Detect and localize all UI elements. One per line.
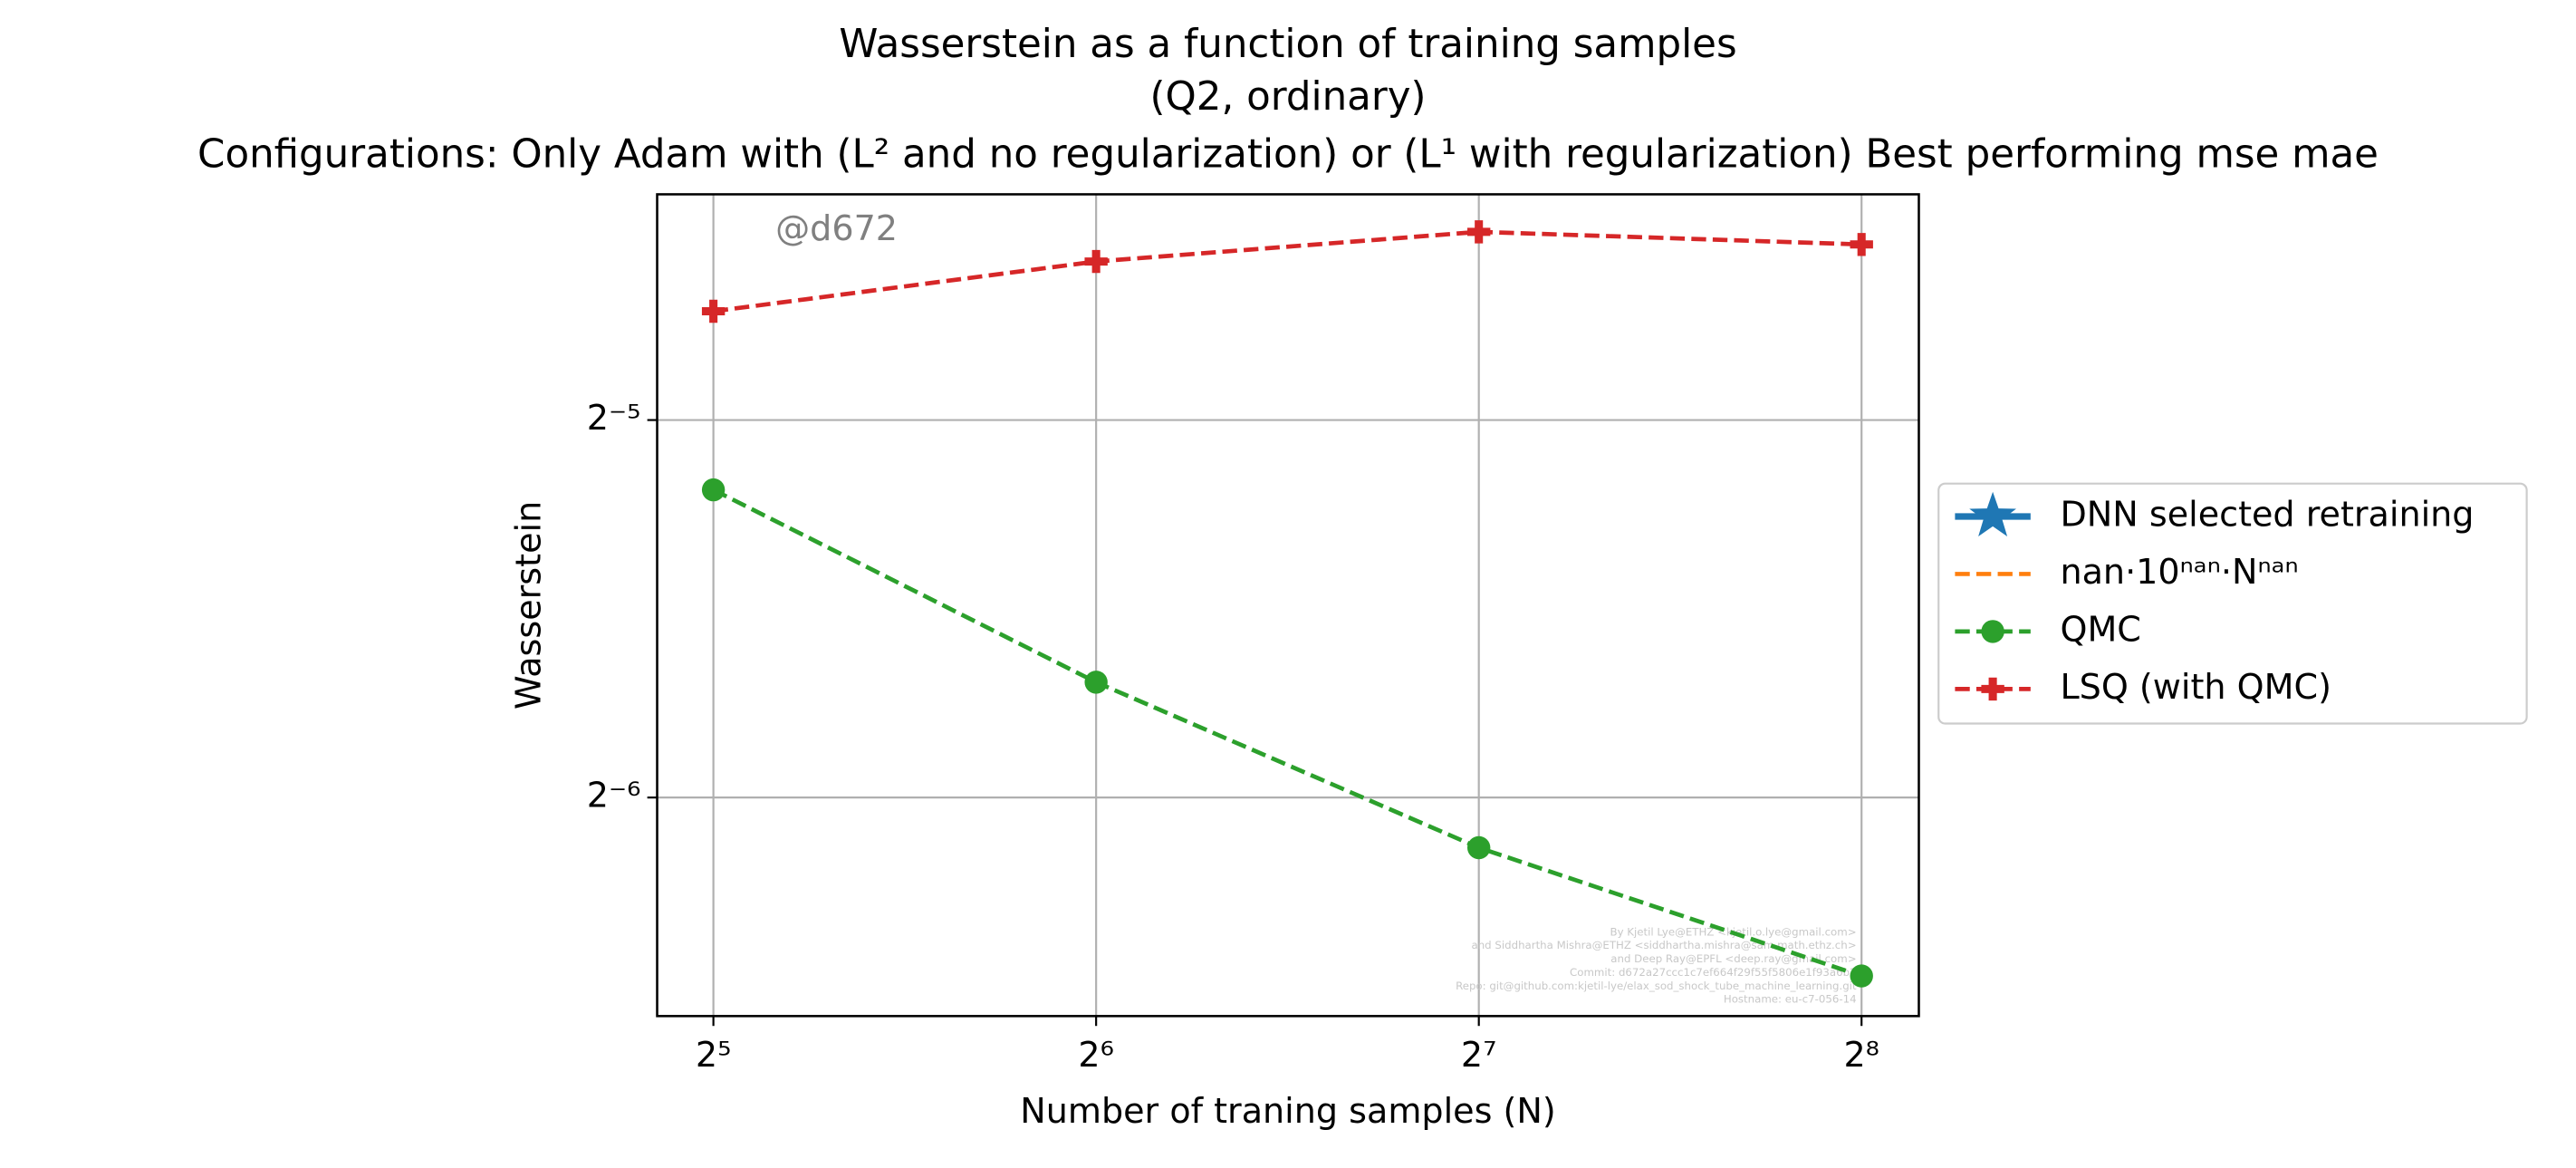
data-line [713,229,1862,314]
data-point [1466,220,1491,244]
data-point [701,478,726,502]
watermark: Repo: git@github.com:kjetil-lye/elax_sod… [1456,980,1857,992]
legend-frame [1937,482,2528,725]
x-tick-label: 2⁸ [1843,1035,1879,1075]
x-tick-label: 2⁵ [696,1035,732,1075]
annotation: @d672 [775,208,898,248]
chart-title: (Q2, ordinary) [1150,74,1427,120]
data-point [1466,835,1491,860]
y-axis-label: Wasserstein [508,501,548,709]
chart-title: Configurations: Only Adam with (L² and n… [197,132,2379,178]
y-tick-label: 2⁻⁵ [587,398,641,438]
legend-label: nan·10ⁿᵃⁿ·Nⁿᵃⁿ [2060,552,2298,592]
data-point [701,299,726,323]
data-point [1084,249,1108,274]
watermark: Hostname: eu-c7-056-14 [1724,993,1857,1006]
plot-frame [656,193,1920,1018]
legend-label: LSQ (with QMC) [2060,667,2331,707]
y-tick-label: 2⁻⁶ [587,776,641,816]
legend-marker [1969,491,2016,536]
data-point [1981,620,2004,643]
data-line [712,487,1862,979]
x-tick-label: 2⁷ [1461,1035,1497,1075]
data-point [1981,677,2004,701]
data-point [1084,671,1108,694]
watermark: and Siddhartha Mishra@ETHZ <siddhartha.m… [1472,939,1857,951]
chart-title: Wasserstein as a function of training sa… [839,22,1736,67]
legend-label: DNN selected retraining [2060,494,2474,534]
legend: DNN selected retraining nan·10ⁿᵃⁿ·Nⁿᵃⁿ QMC… [1937,482,2528,725]
data-point [1850,964,1873,988]
data-point [1850,233,1873,256]
x-tick-label: 2⁶ [1078,1035,1114,1075]
x-axis-label: Number of traning samples (N) [1020,1091,1555,1131]
watermark: Commit: d672a27ccc1c7ef664f29f55f5806e1f… [1570,966,1857,979]
legend-label: QMC [2060,609,2140,649]
